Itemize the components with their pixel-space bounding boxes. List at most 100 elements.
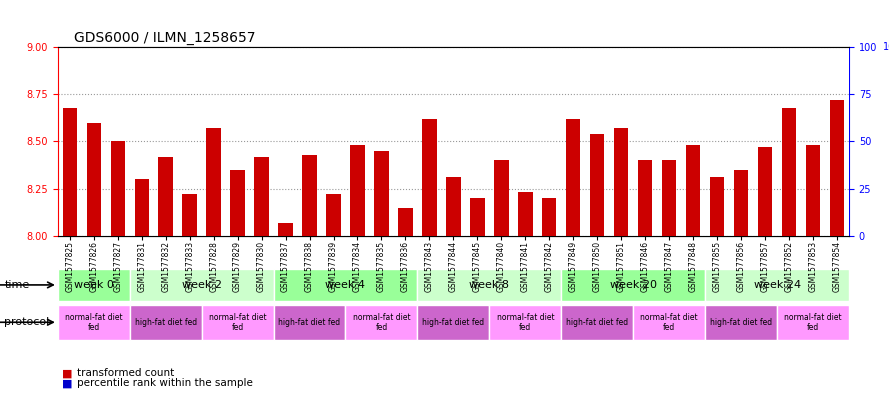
Text: protocol: protocol — [4, 317, 50, 327]
FancyBboxPatch shape — [633, 305, 705, 340]
Point — [62, 53, 76, 60]
Bar — [758, 147, 773, 236]
Text: normal-fat diet
fed: normal-fat diet fed — [496, 312, 554, 332]
Point — [302, 82, 316, 88]
Text: normal-fat diet
fed: normal-fat diet fed — [209, 312, 267, 332]
Point — [590, 82, 605, 88]
Point — [470, 97, 485, 103]
Point — [446, 91, 461, 97]
Bar — [134, 179, 148, 236]
Bar — [182, 194, 196, 236]
Point — [398, 97, 412, 103]
Text: high-fat diet fed: high-fat diet fed — [422, 318, 485, 327]
Bar — [110, 141, 125, 236]
Point — [710, 91, 725, 97]
Bar — [566, 119, 581, 236]
Text: normal-fat diet
fed: normal-fat diet fed — [784, 312, 842, 332]
Bar — [398, 208, 412, 236]
Point — [350, 82, 364, 88]
Text: week 20: week 20 — [610, 280, 657, 290]
Text: normal-fat diet
fed: normal-fat diet fed — [640, 312, 698, 332]
Bar — [446, 177, 461, 236]
Text: time: time — [4, 280, 29, 290]
Text: percentile rank within the sample: percentile rank within the sample — [77, 378, 253, 388]
Text: normal-fat diet
fed: normal-fat diet fed — [65, 312, 123, 332]
Text: week 4: week 4 — [325, 280, 365, 290]
Bar — [614, 128, 629, 236]
Bar — [326, 194, 340, 236]
Point — [110, 91, 124, 97]
Bar — [781, 108, 797, 236]
Bar — [158, 156, 172, 236]
Bar — [206, 128, 220, 236]
Text: ■: ■ — [62, 378, 73, 388]
Bar — [662, 160, 677, 236]
Point — [158, 82, 172, 88]
FancyBboxPatch shape — [202, 305, 274, 340]
Point — [326, 91, 340, 97]
Bar — [230, 170, 244, 236]
Bar — [494, 160, 509, 236]
FancyBboxPatch shape — [130, 305, 202, 340]
Bar — [590, 134, 605, 236]
Text: week 2: week 2 — [181, 280, 221, 290]
Text: normal-fat diet
fed: normal-fat diet fed — [353, 312, 411, 332]
Point — [734, 82, 749, 88]
Bar — [278, 222, 292, 236]
FancyBboxPatch shape — [274, 269, 418, 301]
Bar — [805, 145, 821, 236]
Point — [614, 76, 629, 83]
Point — [86, 63, 100, 69]
Text: high-fat diet fed: high-fat diet fed — [278, 318, 340, 327]
Bar — [710, 177, 725, 236]
Point — [494, 82, 509, 88]
Text: high-fat diet fed: high-fat diet fed — [134, 318, 196, 327]
Bar — [518, 193, 533, 236]
Bar — [302, 155, 316, 236]
Bar — [374, 151, 388, 236]
FancyBboxPatch shape — [346, 305, 418, 340]
Bar — [686, 145, 701, 236]
Bar — [254, 156, 268, 236]
Point — [782, 67, 797, 73]
Point — [278, 101, 292, 107]
Point — [134, 91, 148, 97]
Bar — [638, 160, 653, 236]
Point — [686, 78, 701, 84]
FancyBboxPatch shape — [489, 305, 561, 340]
Point — [758, 78, 773, 84]
Point — [206, 72, 220, 79]
FancyBboxPatch shape — [705, 269, 849, 301]
Point — [638, 86, 653, 92]
Text: week 24: week 24 — [754, 280, 801, 290]
Point — [542, 105, 557, 111]
Text: GDS6000 / ILMN_1258657: GDS6000 / ILMN_1258657 — [74, 31, 255, 45]
FancyBboxPatch shape — [418, 269, 561, 301]
FancyBboxPatch shape — [274, 305, 346, 340]
Text: week 0: week 0 — [74, 280, 114, 290]
FancyBboxPatch shape — [58, 269, 130, 301]
FancyBboxPatch shape — [130, 269, 274, 301]
Point — [830, 67, 845, 73]
Bar — [470, 198, 485, 236]
Point — [566, 72, 581, 79]
Bar — [542, 198, 557, 236]
Point — [230, 82, 244, 88]
Bar — [734, 170, 749, 236]
Point — [422, 72, 436, 79]
FancyBboxPatch shape — [58, 305, 130, 340]
FancyBboxPatch shape — [777, 305, 849, 340]
Bar — [86, 123, 101, 236]
Bar — [62, 108, 77, 236]
Text: week 8: week 8 — [469, 280, 509, 290]
Point — [374, 78, 388, 84]
Text: transformed count: transformed count — [77, 368, 174, 378]
Point — [662, 86, 677, 92]
FancyBboxPatch shape — [705, 305, 777, 340]
Point — [806, 78, 821, 84]
FancyBboxPatch shape — [561, 305, 633, 340]
FancyBboxPatch shape — [418, 305, 489, 340]
Point — [518, 91, 533, 97]
Point — [254, 72, 268, 79]
Bar — [422, 119, 436, 236]
